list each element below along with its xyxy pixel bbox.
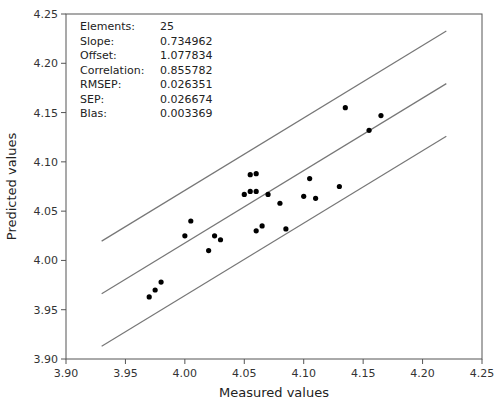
y-axis-label: Predicted values [4, 133, 19, 241]
scatter-point [277, 201, 282, 206]
y-tick-label: 4.05 [34, 205, 59, 218]
scatter-point [283, 226, 288, 231]
scatter-point [218, 237, 223, 242]
annotation-label: Elements: [80, 20, 135, 33]
axes: 3.90 3.95 4.00 4.05 4.10 4.15 4.20 4.25 3.90 3.95… [34, 8, 495, 380]
x-tick [125, 359, 126, 364]
scatter-point [153, 287, 158, 292]
y-tick [61, 112, 66, 113]
x-tick [66, 359, 67, 364]
scatter-point [366, 128, 371, 133]
annotation-value: 0.003369 [160, 107, 213, 120]
y-tick [61, 260, 66, 261]
x-tick [363, 359, 364, 364]
y-tick-label: 4.20 [34, 57, 59, 70]
y-tick-label: 3.95 [34, 304, 59, 317]
regression-line [102, 84, 447, 294]
annotation-label: BIas: [80, 107, 107, 120]
scatter-point [212, 233, 217, 238]
annotation: Elements: 25 Slope: 0.734962 Offset: 1.077834… [80, 20, 213, 120]
x-tick [422, 359, 423, 364]
scatter-point [182, 233, 187, 238]
x-tick-label: 3.90 [54, 367, 79, 380]
x-tick [482, 359, 483, 364]
regression-line [102, 136, 447, 346]
plot-area [102, 31, 447, 346]
scatter-point [378, 113, 383, 118]
scatter-point [242, 192, 247, 197]
scatter-point [254, 189, 259, 194]
y-tick [61, 359, 66, 360]
plot-frame [66, 14, 482, 359]
annotation-label: Offset: [80, 49, 117, 62]
x-tick-label: 4.10 [291, 367, 316, 380]
annotation-label: RMSEP: [80, 78, 121, 91]
x-tick [303, 359, 304, 364]
y-tick-label: 4.00 [34, 254, 59, 267]
scatter-point [248, 189, 253, 194]
scatter-point [206, 248, 211, 253]
annotation-value: 0.026351 [160, 78, 213, 91]
annotation-label: Correlation: [80, 64, 144, 77]
annotation-value: 0.026674 [160, 93, 213, 106]
regression-line [102, 31, 447, 241]
annotation-value: 0.855782 [160, 64, 213, 77]
y-tick-label: 4.15 [34, 107, 59, 120]
x-tick-label: 4.25 [470, 367, 495, 380]
y-tick [61, 14, 66, 15]
scatter-point [188, 218, 193, 223]
y-tick-label: 3.90 [34, 353, 59, 366]
annotation-value: 0.734962 [160, 35, 213, 48]
scatter-point [313, 196, 318, 201]
x-tick-label: 4.15 [351, 367, 376, 380]
y-tick [61, 211, 66, 212]
x-axis-label: Measured values [219, 385, 329, 400]
scatter-point [147, 294, 152, 299]
x-tick [184, 359, 185, 364]
y-tick-label: 4.10 [34, 156, 59, 169]
scatter-point [301, 194, 306, 199]
scatter-point [254, 228, 259, 233]
annotation-label: SEP: [80, 93, 104, 106]
scatter-point [265, 192, 270, 197]
y-tick [61, 161, 66, 162]
annotation-value: 25 [160, 20, 174, 33]
x-tick-label: 4.05 [232, 367, 257, 380]
y-tick [61, 309, 66, 310]
scatter-point [307, 176, 312, 181]
scatter-point [158, 280, 163, 285]
scatter-point [248, 172, 253, 177]
annotation-label: Slope: [80, 35, 114, 48]
y-tick-label: 4.25 [34, 8, 59, 21]
scatter-point [254, 171, 259, 176]
x-tick-label: 3.95 [113, 367, 138, 380]
x-tick-label: 4.20 [410, 367, 435, 380]
scatter-point [337, 184, 342, 189]
x-tick [244, 359, 245, 364]
annotation-value: 1.077834 [160, 49, 213, 62]
scatter-point [260, 223, 265, 228]
scatter-point [343, 105, 348, 110]
y-tick [61, 63, 66, 64]
chart: 3.90 3.95 4.00 4.05 4.10 4.15 4.20 4.25 3.90 3.95… [0, 0, 500, 409]
x-tick-label: 4.00 [173, 367, 198, 380]
